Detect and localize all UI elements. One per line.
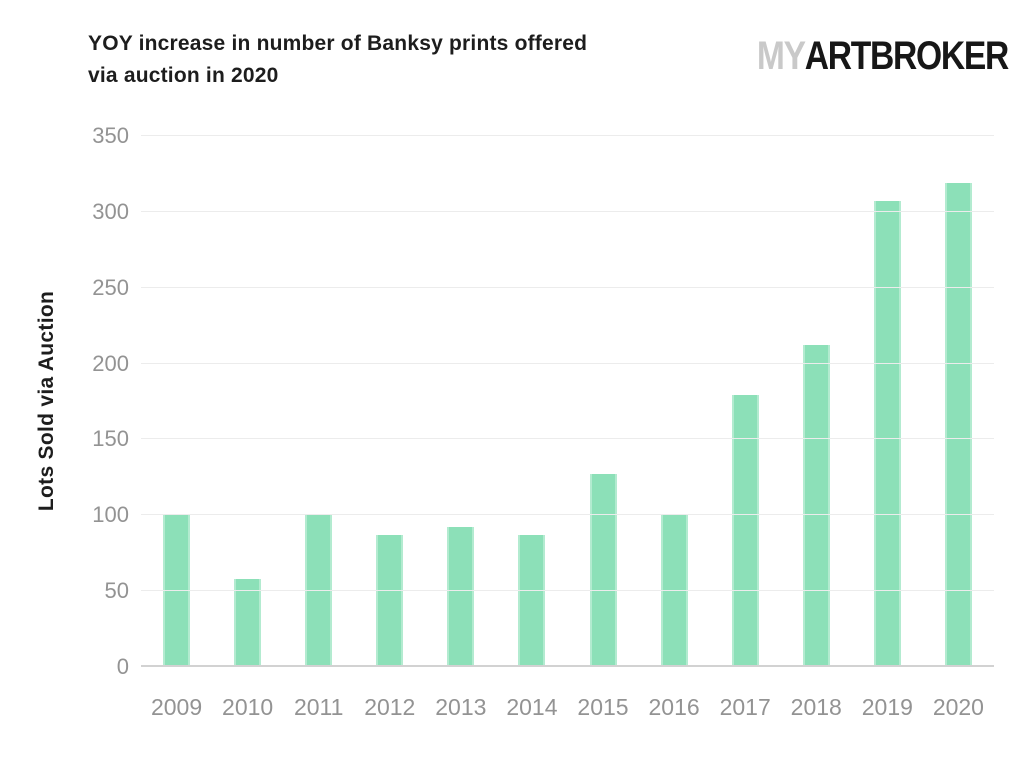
x-tick-label-2019: 2019 [861, 694, 913, 720]
bar-cell-2016 [639, 136, 710, 667]
x-tick-label-2016: 2016 [648, 694, 700, 720]
bar-cell-2012 [354, 136, 425, 667]
gridline-350 [141, 135, 994, 136]
x-axis-labels: 2009 2010 2011 2012 2013 2014 2015 2016 2017 2018… [141, 694, 994, 721]
gridline-50 [141, 590, 994, 592]
y-tick-label-150: 150 [92, 426, 129, 452]
chart-title: YOY increase in number of Banksy prints … [88, 28, 587, 92]
y-axis-title: Lots Sold via Auction [35, 290, 58, 512]
bar-2015 [589, 474, 617, 667]
gridline-250 [141, 286, 994, 288]
bar-2016 [660, 515, 688, 667]
x-tick-label-2010: 2010 [222, 694, 274, 720]
bar-2013 [447, 527, 475, 667]
bar-2020 [944, 183, 972, 667]
bar-2010 [234, 579, 262, 667]
bar-cell-2018 [781, 136, 852, 667]
y-tick-label-250: 250 [92, 274, 129, 300]
y-tick-label-350: 350 [92, 123, 129, 148]
logo-my-text: MY [756, 34, 806, 78]
myartbroker-logo: MYARTBROKER [756, 34, 1010, 79]
bar-cell-2010 [212, 136, 283, 667]
x-tick-label-2020: 2020 [932, 694, 984, 720]
x-tick-label-2011: 2011 [293, 694, 344, 720]
gridline-300 [141, 210, 994, 212]
bar-cell-2019 [852, 136, 923, 667]
y-tick-label-300: 300 [92, 198, 129, 224]
x-tick-label-2015: 2015 [577, 694, 629, 720]
plot-area: 0 50 100 150 200 250 300 350 [92, 123, 994, 679]
y-tick-label-50: 50 [104, 578, 129, 604]
bar-2017 [731, 395, 759, 667]
bar-cell-2014 [496, 136, 567, 667]
y-tick-label-100: 100 [92, 502, 129, 528]
chart-title-line1: YOY increase in number of Banksy prints … [88, 32, 588, 55]
gridline-100 [141, 514, 994, 516]
x-axis-baseline [141, 665, 994, 667]
gridline-150 [141, 438, 994, 440]
x-tick-label-2012: 2012 [364, 694, 416, 720]
y-tick-label-200: 200 [92, 350, 129, 376]
x-tick-label-2017: 2017 [719, 694, 771, 720]
bars-group [141, 136, 994, 667]
bar-2011 [305, 515, 333, 667]
logo-artbroker-text: ARTBROKER [804, 34, 1010, 78]
x-tick-label-2018: 2018 [790, 694, 842, 720]
bar-2009 [163, 515, 191, 667]
x-tick-label-2009: 2009 [150, 694, 203, 720]
bar-2019 [873, 201, 901, 667]
bar-cell-2017 [710, 136, 781, 667]
bar-2018 [802, 345, 830, 667]
bar-cell-2013 [425, 136, 496, 667]
bar-cell-2011 [283, 136, 354, 667]
x-tick-label-2013: 2013 [435, 694, 487, 720]
y-tick-label-0: 0 [116, 654, 129, 679]
bar-2014 [518, 535, 546, 667]
chart-title-line2: via auction in 2020 [88, 64, 279, 87]
bar-cell-2009 [141, 136, 212, 667]
bar-2012 [376, 535, 404, 667]
x-tick-label-2014: 2014 [506, 694, 558, 720]
gridline-200 [141, 362, 994, 364]
bar-cell-2015 [567, 136, 638, 667]
bar-cell-2020 [923, 136, 994, 667]
